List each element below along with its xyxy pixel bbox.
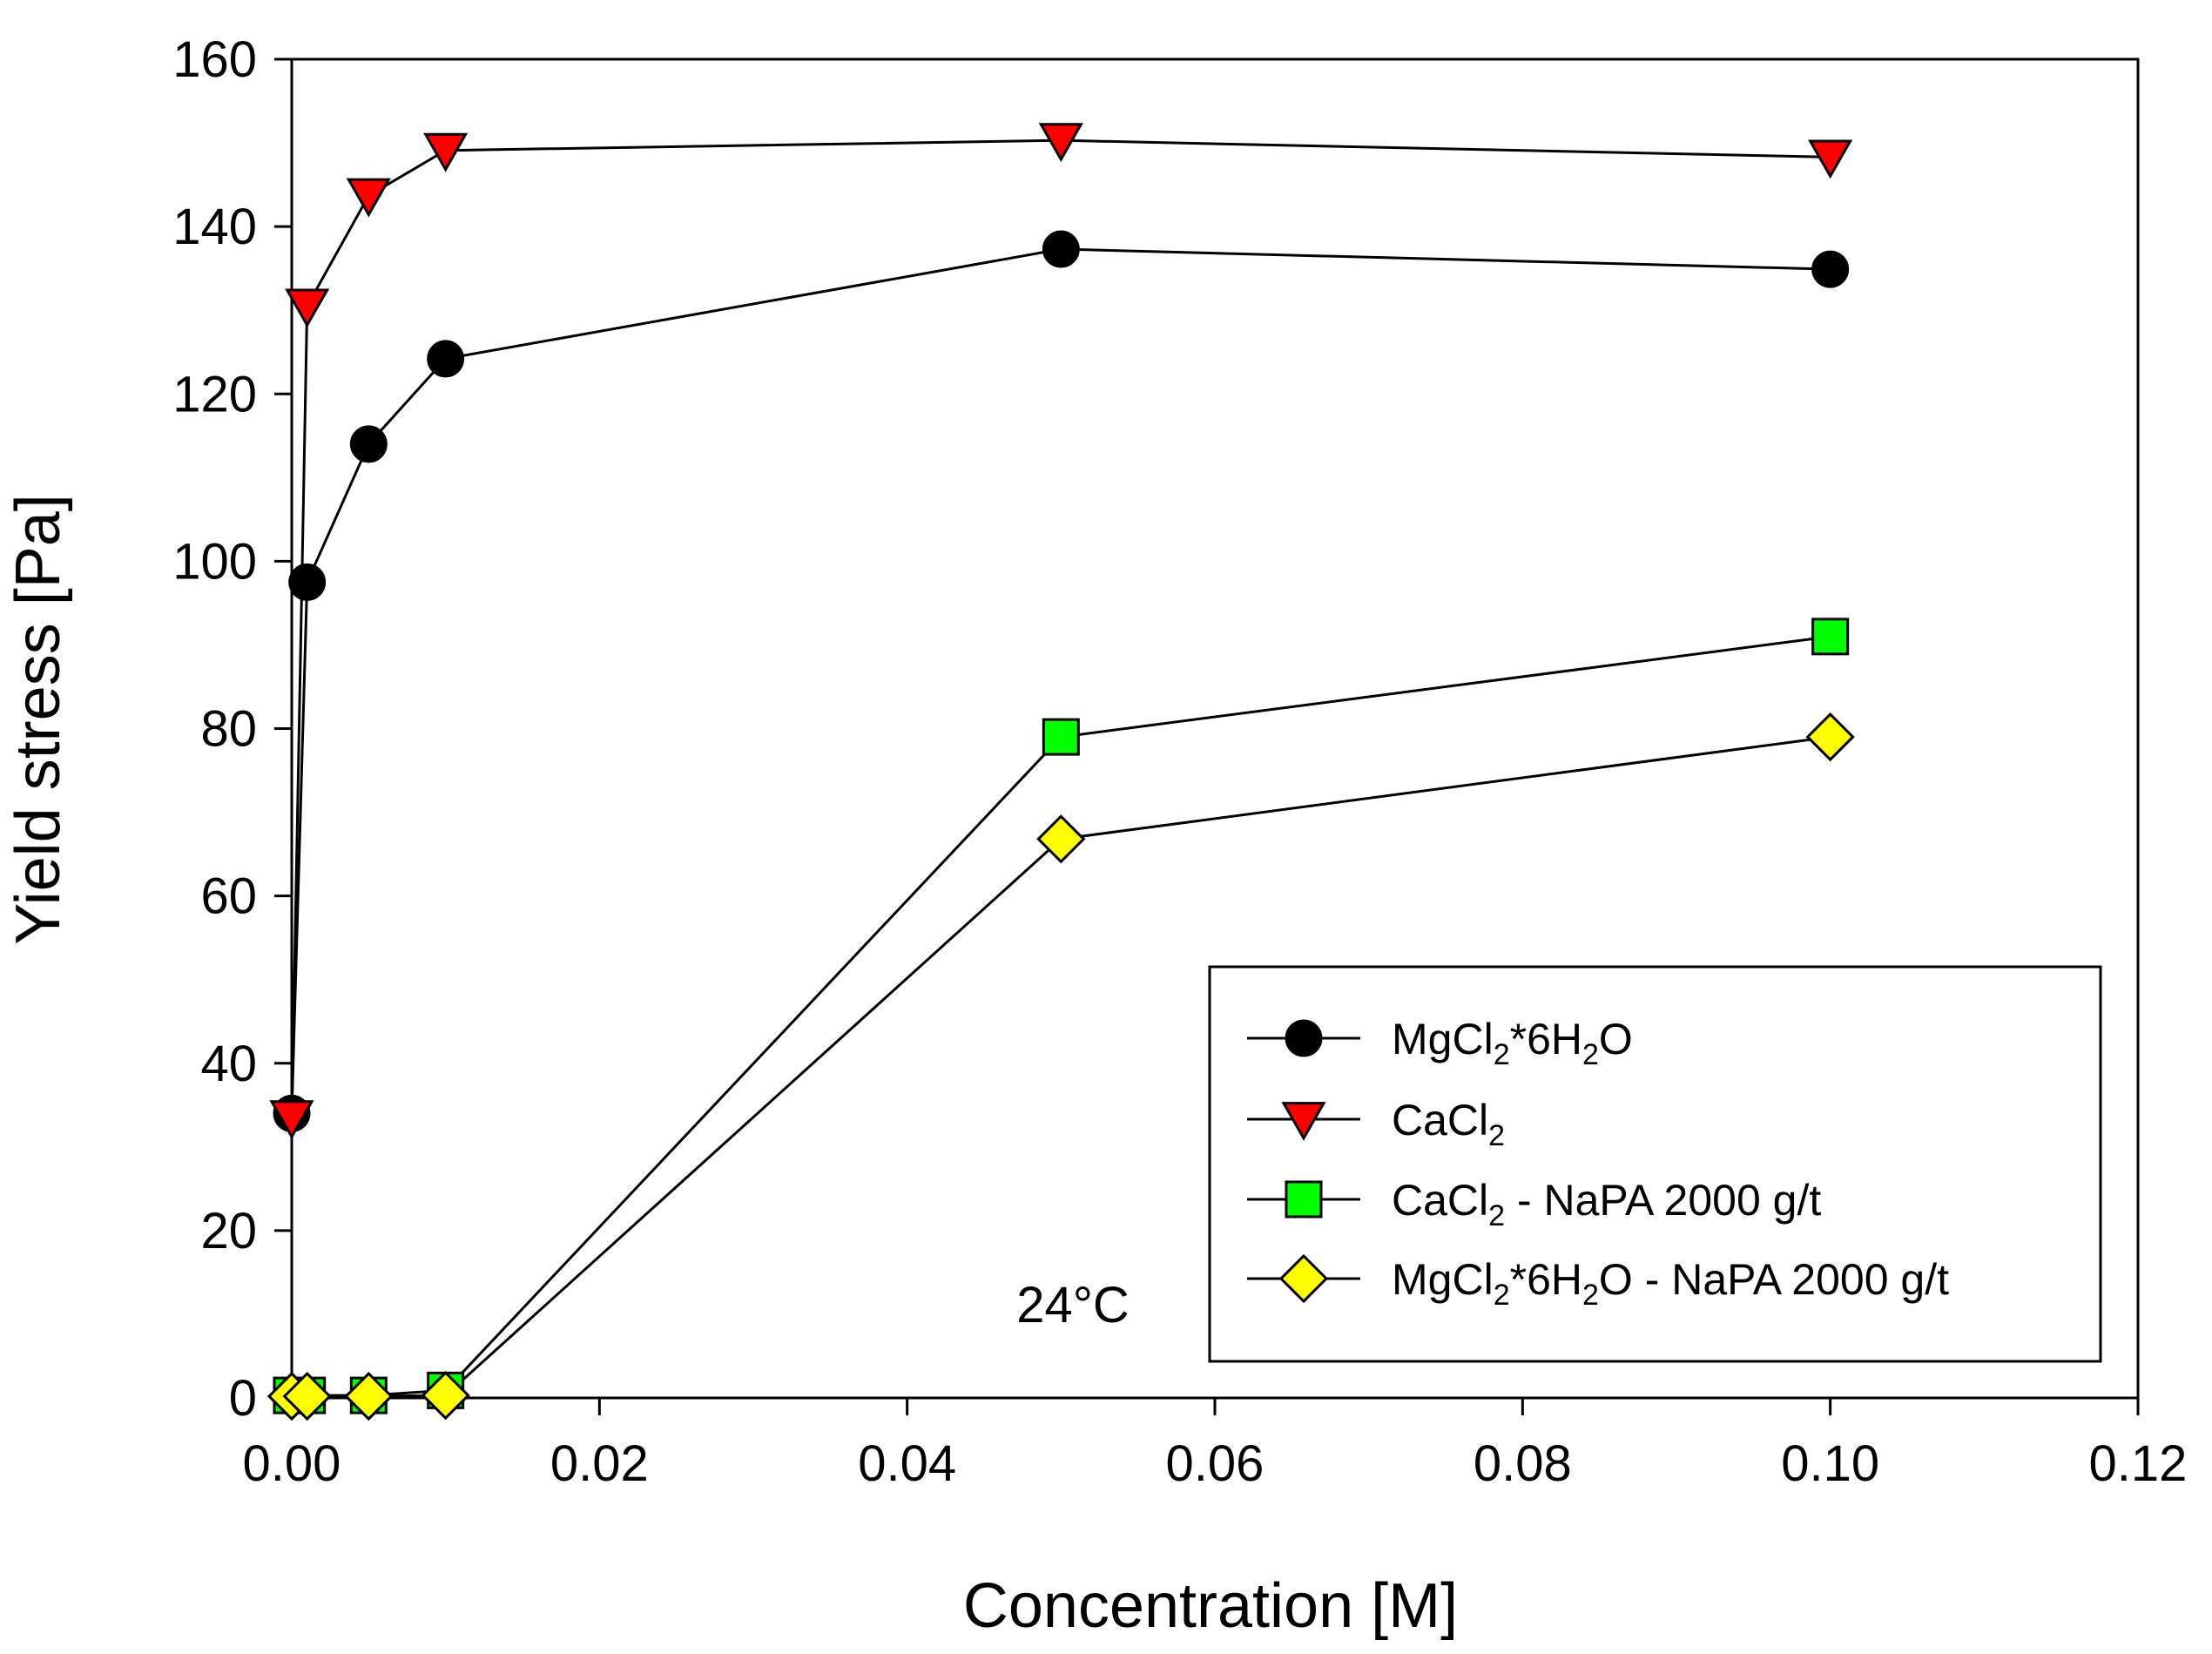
y-tick-label: 160: [172, 31, 257, 88]
data-point: [285, 288, 330, 328]
x-tick-label: 0.04: [858, 1435, 956, 1492]
data-point: [423, 132, 469, 172]
y-tick-label: 0: [229, 1370, 257, 1427]
x-tick-label: 0.00: [243, 1435, 341, 1492]
y-tick-label: 80: [200, 701, 257, 758]
legend-item: CaCl2: [1247, 1096, 1505, 1152]
y-tick-label: 140: [172, 199, 257, 255]
data-point: [344, 1371, 394, 1421]
y-tick-label: 120: [172, 366, 257, 422]
data-point: [427, 340, 465, 378]
data-point: [1811, 618, 1850, 656]
data-point: [349, 425, 388, 463]
legend-label: CaCl2 - NaPA 2000 g/t: [1392, 1176, 1821, 1232]
x-tick-label: 0.12: [2089, 1435, 2188, 1492]
data-point: [346, 178, 391, 218]
y-tick-label: 60: [200, 868, 257, 925]
series-markers-1: [269, 123, 1853, 1140]
legend-item: CaCl2 - NaPA 2000 g/t: [1247, 1176, 1821, 1232]
legend: MgCl2*6H2O CaCl2 CaCl2 - NaPA 2000 g/t MgCl…: [1208, 965, 2102, 1363]
series-0: [290, 247, 1831, 1114]
data-point: [269, 1100, 314, 1140]
data-point: [1042, 230, 1080, 268]
data-point: [1805, 712, 1855, 762]
x-tick-label: 0.08: [1474, 1435, 1572, 1492]
legend-marker: [1278, 1253, 1329, 1304]
legend-item: MgCl2*6H2O - NaPA 2000 g/t: [1247, 1253, 1949, 1312]
series-line: [290, 138, 1831, 1118]
series-markers-3: [266, 712, 1855, 1421]
legend-box: [1208, 965, 2102, 1363]
legend-label: MgCl2*6H2O: [1392, 1015, 1633, 1071]
legend-marker: [1281, 1102, 1326, 1141]
series-1: [290, 138, 1831, 1118]
y-tick-label: 40: [200, 1036, 257, 1092]
legend-marker: [1285, 1180, 1323, 1219]
data-point: [1808, 139, 1853, 179]
data-point: [1042, 718, 1080, 756]
axis-ticks: 0.00 0.02 0.04 0.06 0.08 0.10 0.12 0 20 40 60 80 100…: [172, 31, 2187, 1492]
data-point: [421, 1370, 470, 1421]
data-point: [1811, 250, 1850, 288]
x-tick-label: 0.02: [550, 1435, 649, 1492]
data-point: [282, 1371, 332, 1421]
x-tick-label: 0.10: [1781, 1435, 1879, 1492]
y-tick-label: 20: [200, 1203, 257, 1259]
legend-item: MgCl2*6H2O: [1247, 1015, 1633, 1071]
legend-label: MgCl2*6H2O - NaPA 2000 g/t: [1392, 1255, 1949, 1312]
x-tick-label: 0.06: [1166, 1435, 1264, 1492]
data-point: [1036, 814, 1086, 864]
legend-label: CaCl2: [1392, 1096, 1505, 1152]
data-point: [1038, 123, 1083, 163]
y-axis-title: Yield stress [Pa]: [3, 494, 73, 945]
series-line: [290, 247, 1831, 1114]
temperature-annotation: 24°C: [1016, 1277, 1130, 1333]
x-axis-title: Concentration [M]: [963, 1571, 1458, 1641]
series-group: [266, 123, 1855, 1421]
y-tick-label: 100: [172, 533, 257, 590]
legend-marker: [1285, 1019, 1323, 1057]
data-point: [288, 563, 327, 601]
